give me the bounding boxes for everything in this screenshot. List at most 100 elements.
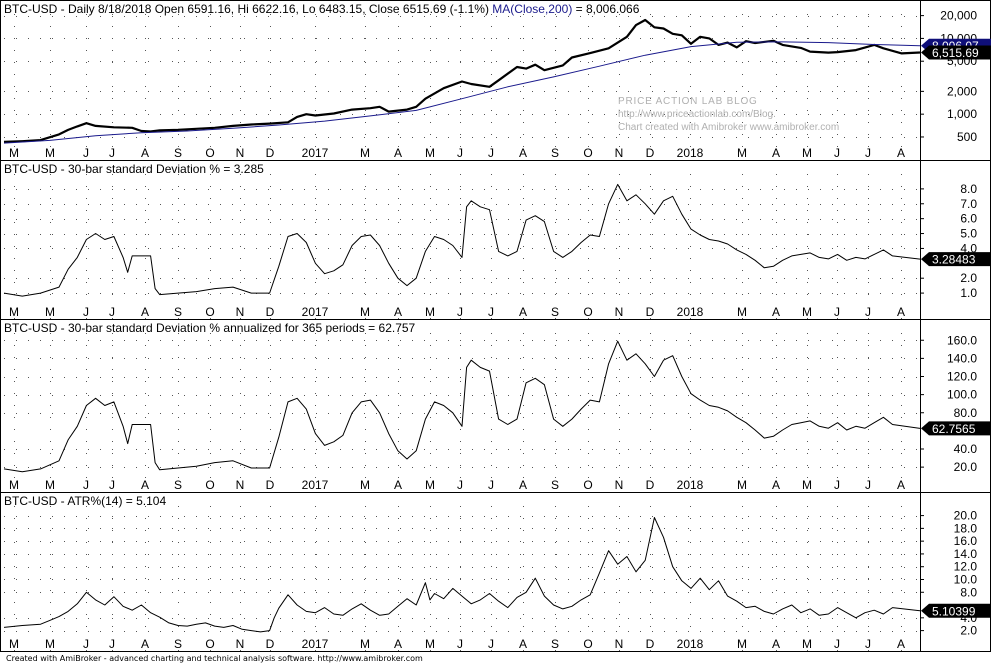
pane-border (0, 0, 991, 161)
x-tick-label: J (109, 305, 115, 319)
x-tick-label: O (583, 146, 592, 160)
x-tick-label: N (236, 146, 245, 160)
x-tick-label-bg (107, 306, 117, 318)
x-tick-label-bg (424, 306, 436, 318)
x-tick-label: O (205, 305, 214, 319)
x-tick-label-bg (518, 638, 528, 650)
x-tick-label-bg (675, 638, 705, 650)
x-tick-label: M (737, 146, 747, 160)
x-tick-label-bg (8, 147, 20, 159)
y-tick-label: 40.0 (954, 442, 978, 456)
x-tick-label: A (897, 146, 905, 160)
x-tick-label: A (394, 637, 402, 651)
x-tick-label-bg (771, 306, 781, 318)
y-tick-label: 120.0 (947, 370, 977, 384)
x-tick-label-bg (173, 147, 183, 159)
x-tick-label: M (360, 478, 370, 492)
x-tick-label-bg (832, 479, 842, 491)
x-tick-label: D (266, 305, 275, 319)
x-tick-label: 2018 (677, 637, 704, 651)
x-tick-label-bg (81, 479, 91, 491)
x-tick-label: M (802, 478, 812, 492)
x-tick-label-bg (518, 479, 528, 491)
x-tick-label-bg (486, 147, 496, 159)
x-tick-label: J (865, 146, 871, 160)
y-tick-label: 12.0 (954, 560, 978, 574)
x-tick-label: A (394, 305, 402, 319)
x-tick-label: S (551, 478, 559, 492)
pane-title: BTC-USD - 30-bar standard Deviation % = … (4, 162, 264, 176)
x-tick-label-bg (8, 479, 20, 491)
x-tick-label-bg (518, 147, 528, 159)
x-tick-label-bg (455, 638, 465, 650)
x-tick-label-bg (44, 479, 56, 491)
pane-title: BTC-USD - Daily 8/18/2018 Open 6591.16, … (4, 2, 640, 16)
x-tick-label-bg (300, 638, 330, 650)
x-tick-label-bg (393, 306, 403, 318)
x-tick-label-bg (140, 306, 150, 318)
x-tick-label: N (615, 637, 624, 651)
x-tick-label: O (583, 478, 592, 492)
watermark: PRICE ACTION LAB BLOG http://www.priceac… (618, 96, 839, 133)
x-tick-label: J (109, 478, 115, 492)
footer-credit: Created with AmiBroker - advanced charti… (6, 654, 423, 663)
x-tick-label: J (865, 305, 871, 319)
y-tick-label: 7.0 (960, 197, 977, 211)
y-tick-label: 1,000 (947, 107, 977, 121)
y-tick-label: 4.0 (960, 241, 977, 255)
x-tick-label: M (9, 146, 19, 160)
x-tick-label-bg (550, 147, 560, 159)
x-tick-label-bg (771, 638, 781, 650)
x-tick-label: A (141, 478, 149, 492)
pane-title-ma-part: MA(Close,200) (492, 2, 572, 16)
x-tick-label: M (425, 478, 435, 492)
x-tick-label: D (266, 146, 275, 160)
x-tick-label-bg (455, 306, 465, 318)
x-tick-label: M (737, 305, 747, 319)
x-tick-label-bg (645, 306, 655, 318)
y-tick-label: 20.0 (954, 460, 978, 474)
pane-1: 20,00010,0005,0002,0001,0005008,006.076,… (0, 0, 991, 161)
x-tick-label: J (83, 305, 89, 319)
x-tick-label-bg (265, 147, 275, 159)
x-tick-label-bg (518, 306, 528, 318)
x-tick-label-bg (424, 638, 436, 650)
x-tick-label: A (141, 305, 149, 319)
x-tick-label-bg (582, 306, 594, 318)
x-tick-label: N (236, 637, 245, 651)
y-tick-label: 1.0 (960, 286, 977, 300)
x-tick-label-bg (44, 306, 56, 318)
x-tick-label-bg (736, 147, 748, 159)
x-tick-label: O (205, 478, 214, 492)
pane-4: 20.018.016.014.012.010.08.04.02.05.10399… (0, 492, 991, 652)
x-tick-label-bg (234, 147, 246, 159)
x-tick-label-bg (265, 306, 275, 318)
x-tick-label-bg (300, 147, 330, 159)
pane-border (0, 160, 991, 320)
x-tick-label-bg (300, 306, 330, 318)
x-tick-label-bg (359, 479, 371, 491)
ma-line (3, 41, 921, 144)
x-tick-label-bg (832, 306, 842, 318)
x-tick-label: J (83, 637, 89, 651)
y-tick-label: 160.0 (947, 333, 977, 347)
x-tick-label-bg (863, 147, 873, 159)
x-tick-label: M (802, 146, 812, 160)
x-tick-label-bg (204, 479, 216, 491)
x-tick-label: D (646, 146, 655, 160)
last-value-label: 62.7565 (932, 422, 976, 436)
y-tick-label: 18.0 (954, 521, 978, 535)
x-tick-label: M (737, 637, 747, 651)
x-tick-label-bg (81, 638, 91, 650)
x-tick-label-bg (582, 147, 594, 159)
y-tick-label: 140.0 (947, 351, 977, 365)
x-tick-label: O (205, 637, 214, 651)
x-tick-label-bg (550, 306, 560, 318)
x-tick-label: A (141, 637, 149, 651)
x-tick-label: A (394, 146, 402, 160)
x-tick-label: D (266, 637, 275, 651)
x-tick-label-bg (265, 638, 275, 650)
x-tick-label-bg (455, 479, 465, 491)
y-tick-label: 8.0 (960, 182, 977, 196)
